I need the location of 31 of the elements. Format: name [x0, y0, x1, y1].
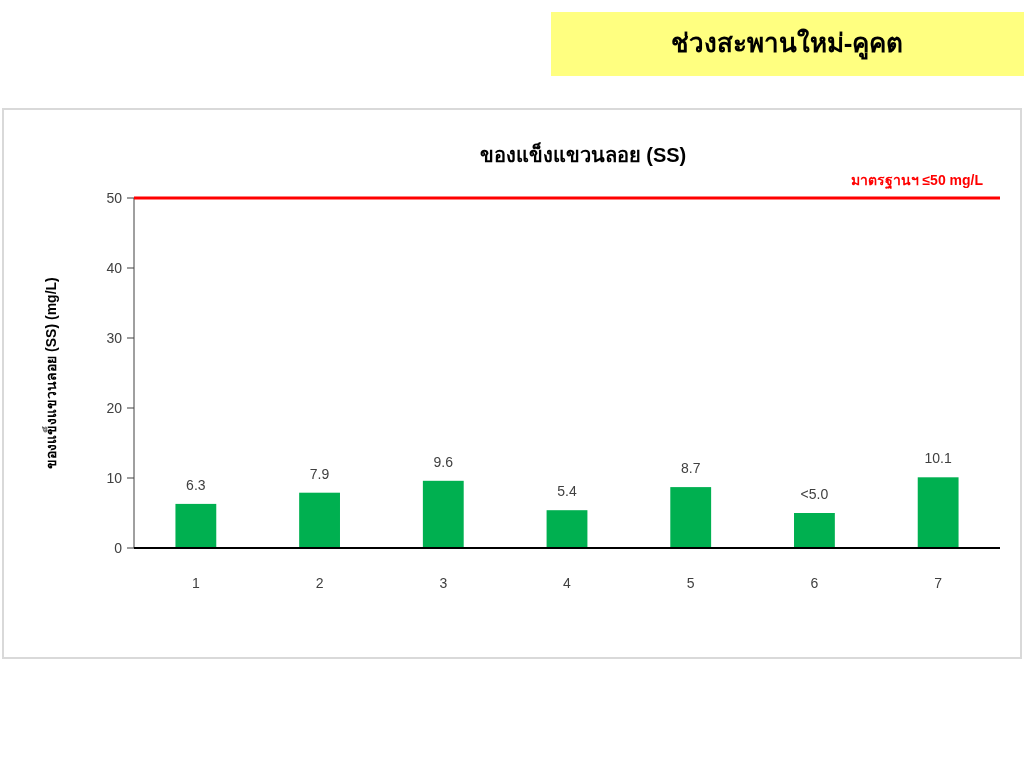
y-tick-label: 0: [114, 540, 123, 556]
data-label: 8.7: [680, 460, 701, 477]
y-tick-label: 30: [106, 330, 123, 346]
x-tick-label: 1: [191, 575, 200, 591]
bar: [917, 477, 959, 548]
data-label: 10.1: [924, 450, 952, 467]
y-tick-label: 10: [106, 470, 123, 486]
y-tick-label: 50: [106, 190, 123, 206]
chart-title: ของแข็งแขวนลอย (SS): [479, 142, 687, 166]
data-label: 6.3: [186, 476, 206, 493]
text: ช่วงสะพานใหม่-คูคต: [670, 28, 904, 60]
x-tick-label: 2: [315, 575, 324, 591]
data-label: 9.6: [433, 453, 454, 470]
bar: [299, 492, 340, 548]
x-tick-label: 4: [563, 575, 572, 591]
x-tick-label: 5: [686, 575, 695, 591]
bar: [175, 503, 217, 548]
data-label: 5.4: [557, 483, 577, 500]
bar: [422, 480, 464, 548]
y-tick-label: 20: [106, 400, 123, 416]
data-label: <5.0: [800, 486, 829, 502]
x-tick-label: 6: [810, 575, 819, 591]
x-tick-label: 7: [934, 575, 943, 591]
x-tick-label: 3: [439, 575, 448, 591]
bar: [670, 487, 712, 548]
ref-line-label: มาตรฐานฯ ≤50 mg/L: [850, 172, 984, 190]
y-axis-title: ของแข็งแขวนลอย (SS) (mg/L): [42, 277, 59, 469]
y-tick-label: 40: [106, 260, 123, 276]
data-label: 7.9: [309, 465, 330, 482]
bar: [546, 510, 588, 548]
bar: [794, 513, 835, 548]
